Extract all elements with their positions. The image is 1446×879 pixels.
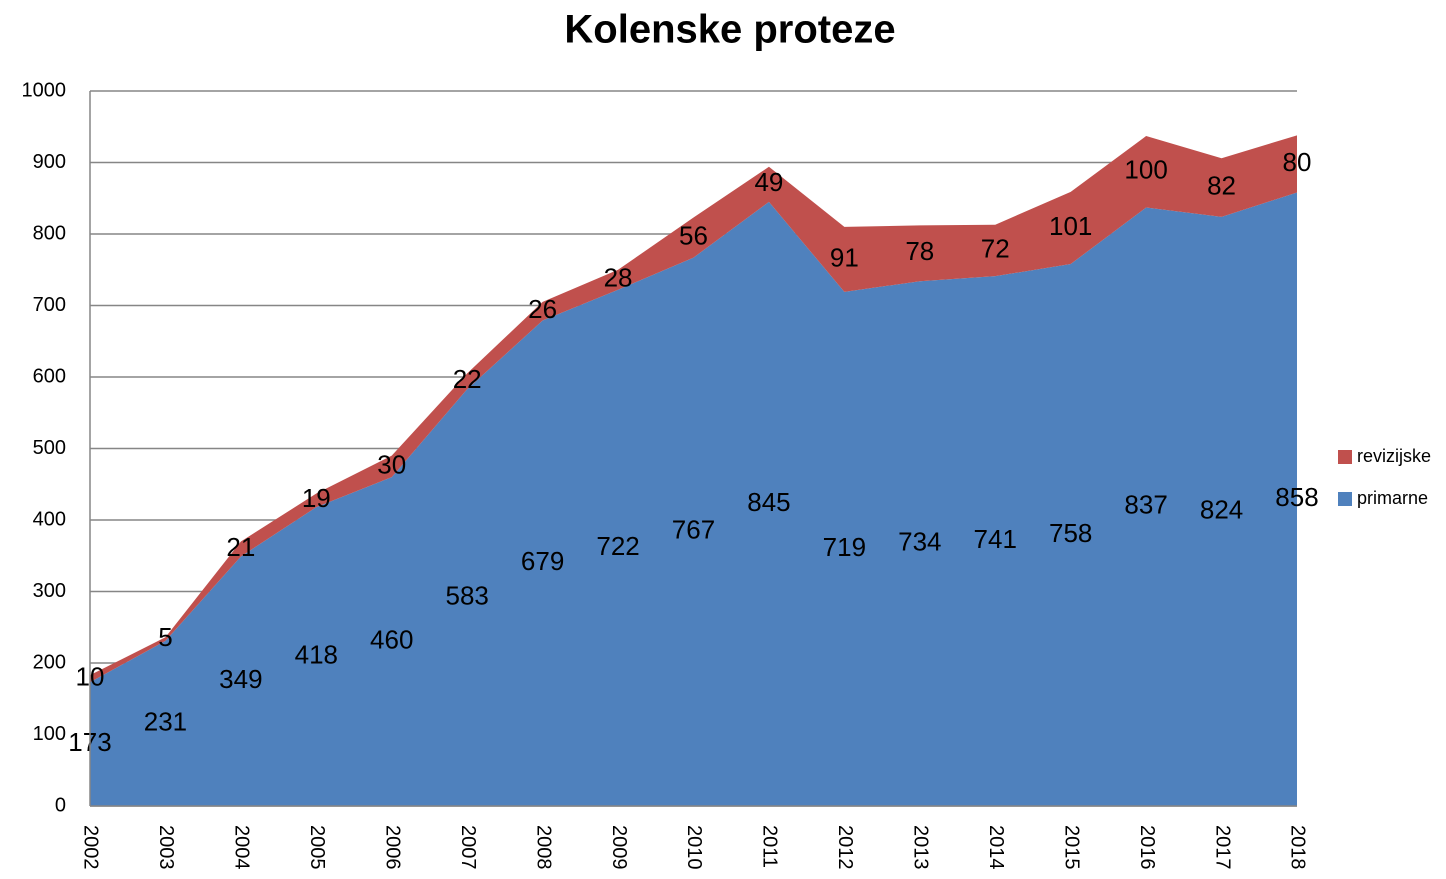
x-tick-label: 2007 <box>457 825 479 870</box>
data-label: 460 <box>370 624 413 654</box>
data-label: 80 <box>1283 147 1312 177</box>
data-label: 26 <box>528 294 557 324</box>
data-label: 719 <box>823 532 866 562</box>
legend-swatch <box>1338 492 1352 506</box>
x-tick-label: 2005 <box>306 825 328 870</box>
data-label: 845 <box>747 487 790 517</box>
y-tick-label: 400 <box>33 508 66 530</box>
data-label: 56 <box>679 220 708 250</box>
chart-title: Kolenske proteze <box>564 8 895 52</box>
x-tick-label: 2010 <box>683 825 705 870</box>
data-label: 19 <box>302 483 331 513</box>
legend-label: revizijske <box>1357 446 1431 466</box>
data-label: 91 <box>830 242 859 272</box>
data-label: 758 <box>1049 518 1092 548</box>
data-label: 858 <box>1275 482 1318 512</box>
data-label: 22 <box>453 364 482 394</box>
legend-label: primarne <box>1357 488 1428 508</box>
data-label: 82 <box>1207 170 1236 200</box>
y-tick-label: 300 <box>33 580 66 602</box>
data-label: 824 <box>1200 494 1243 524</box>
data-label: 734 <box>898 526 941 556</box>
data-label: 583 <box>445 580 488 610</box>
x-tick-label: 2009 <box>608 825 630 870</box>
y-tick-label: 700 <box>33 294 66 316</box>
x-tick-label: 2015 <box>1060 825 1082 870</box>
data-label: 418 <box>295 639 338 669</box>
data-label: 78 <box>905 236 934 266</box>
y-tick-label: 1000 <box>22 79 67 101</box>
data-label: 100 <box>1124 155 1167 185</box>
data-label: 30 <box>377 449 406 479</box>
x-tick-label: 2006 <box>381 825 403 870</box>
data-label: 5 <box>158 622 172 652</box>
x-tick-label: 2011 <box>759 825 781 868</box>
data-label: 28 <box>604 263 633 293</box>
data-label: 349 <box>219 664 262 694</box>
y-tick-label: 0 <box>55 794 66 816</box>
area <box>90 135 1297 683</box>
x-tick-label: 2014 <box>985 825 1007 870</box>
x-tick-label: 2016 <box>1136 825 1158 870</box>
data-label: 21 <box>226 532 255 562</box>
data-label: 679 <box>521 546 564 576</box>
x-tick-label: 2017 <box>1211 825 1233 870</box>
data-label: 741 <box>974 524 1017 554</box>
y-tick-label: 200 <box>33 651 66 673</box>
x-tick-label: 2018 <box>1287 825 1309 870</box>
y-tick-label: 100 <box>33 723 66 745</box>
y-tick-label: 500 <box>33 437 66 459</box>
data-label: 767 <box>672 515 715 545</box>
data-label: 72 <box>981 233 1010 263</box>
x-tick-label: 2003 <box>155 825 177 870</box>
y-tick-label: 900 <box>33 151 66 173</box>
data-label: 231 <box>144 706 187 736</box>
x-tick-label: 2008 <box>532 825 554 870</box>
data-label: 837 <box>1124 490 1167 520</box>
x-tick-label: 2012 <box>834 825 856 870</box>
x-tick-label: 2002 <box>80 825 102 870</box>
y-tick-label: 600 <box>33 365 66 387</box>
data-label: 49 <box>754 167 783 197</box>
y-tick-label: 800 <box>33 222 66 244</box>
legend-swatch <box>1338 450 1352 464</box>
data-label: 722 <box>596 531 639 561</box>
data-label: 101 <box>1049 211 1092 241</box>
x-tick-label: 2013 <box>910 825 932 870</box>
area <box>90 192 1297 806</box>
x-tick-label: 2004 <box>231 825 253 870</box>
